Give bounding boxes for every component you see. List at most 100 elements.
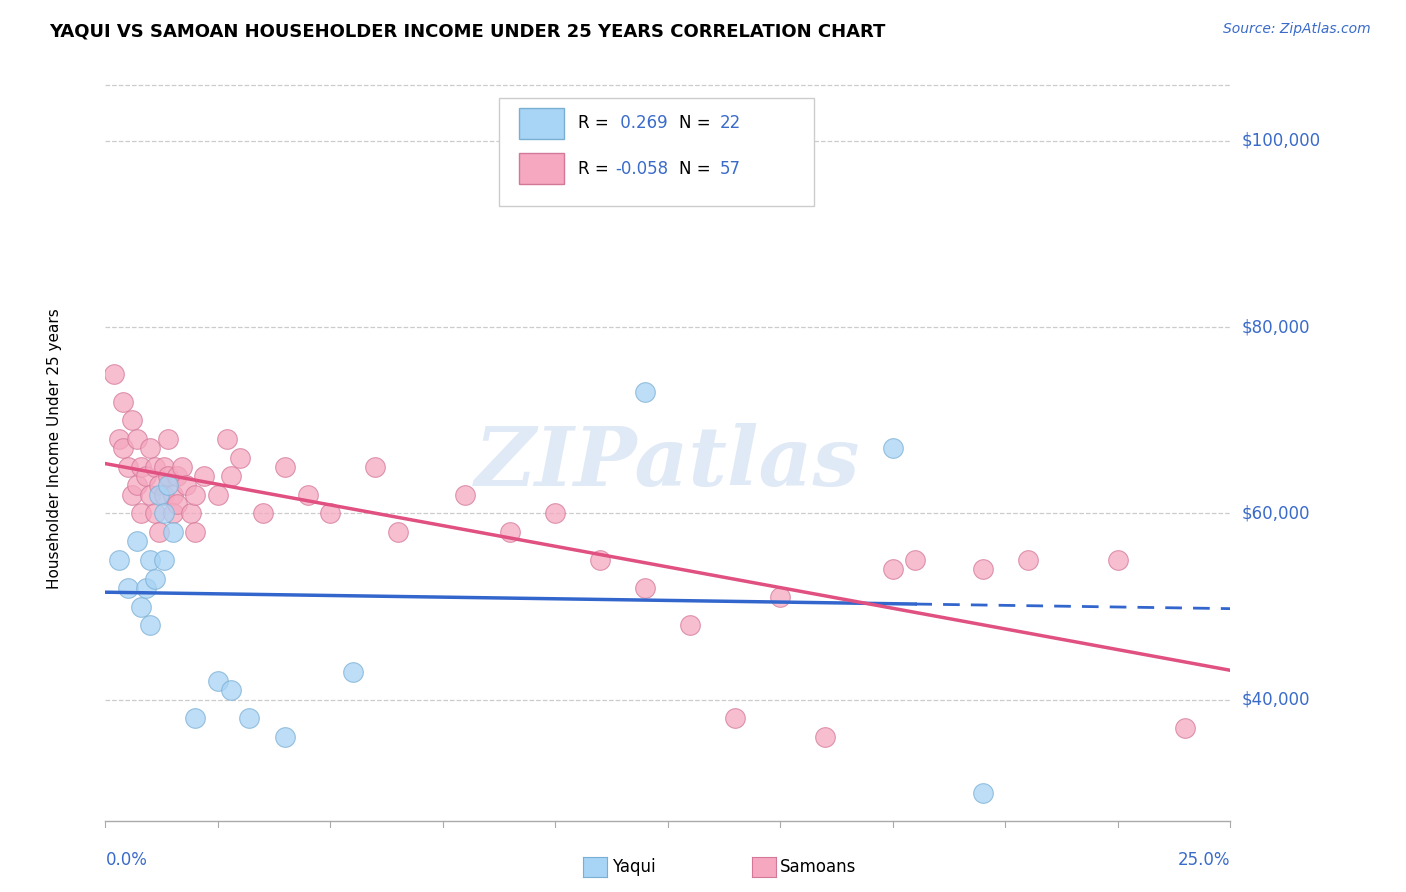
Point: [724, 711, 747, 725]
Point: [121, 413, 143, 427]
Point: [139, 441, 162, 455]
Text: N =: N =: [679, 160, 716, 178]
Text: $60,000: $60,000: [1241, 504, 1310, 523]
Point: [131, 507, 153, 521]
Point: [814, 730, 837, 744]
Point: [125, 478, 148, 492]
Point: [125, 432, 148, 446]
Point: [143, 459, 166, 474]
Text: YAQUI VS SAMOAN HOUSEHOLDER INCOME UNDER 25 YEARS CORRELATION CHART: YAQUI VS SAMOAN HOUSEHOLDER INCOME UNDER…: [49, 22, 886, 40]
Point: [274, 459, 297, 474]
Point: [634, 581, 657, 595]
Point: [103, 367, 125, 381]
Text: N =: N =: [679, 114, 716, 133]
Point: [153, 553, 176, 567]
Point: [153, 488, 176, 502]
Point: [170, 459, 193, 474]
Point: [229, 450, 252, 465]
Point: [117, 581, 139, 595]
Point: [238, 711, 260, 725]
Point: [972, 786, 994, 800]
Point: [162, 524, 184, 539]
Point: [221, 469, 243, 483]
Point: [166, 469, 188, 483]
Point: [143, 507, 166, 521]
Point: [148, 524, 170, 539]
Point: [162, 507, 184, 521]
Point: [184, 524, 207, 539]
Point: [769, 591, 792, 605]
Point: [153, 507, 176, 521]
Text: Samoans: Samoans: [780, 858, 856, 876]
Point: [342, 665, 364, 679]
Point: [184, 488, 207, 502]
Point: [1017, 553, 1039, 567]
Text: $80,000: $80,000: [1241, 318, 1310, 336]
Text: R =: R =: [578, 114, 614, 133]
Point: [112, 441, 135, 455]
Point: [454, 488, 477, 502]
Text: 0.269: 0.269: [614, 114, 668, 133]
Point: [634, 385, 657, 400]
Point: [297, 488, 319, 502]
Point: [135, 581, 157, 595]
Point: [207, 673, 229, 688]
Text: $100,000: $100,000: [1241, 132, 1320, 150]
Point: [112, 394, 135, 409]
Text: R =: R =: [578, 160, 614, 178]
Point: [108, 432, 131, 446]
Point: [544, 507, 567, 521]
Point: [184, 711, 207, 725]
Point: [157, 432, 180, 446]
FancyBboxPatch shape: [519, 153, 564, 184]
Point: [193, 469, 215, 483]
Point: [207, 488, 229, 502]
Text: 57: 57: [720, 160, 741, 178]
Point: [117, 459, 139, 474]
Point: [125, 534, 148, 549]
Point: [153, 459, 176, 474]
Point: [139, 618, 162, 632]
Text: ZIPatlas: ZIPatlas: [475, 423, 860, 503]
Point: [274, 730, 297, 744]
Point: [108, 553, 131, 567]
Point: [387, 524, 409, 539]
Point: [499, 524, 522, 539]
Point: [589, 553, 612, 567]
Point: [176, 478, 198, 492]
Point: [319, 507, 342, 521]
FancyBboxPatch shape: [499, 98, 814, 206]
Point: [157, 469, 180, 483]
Point: [139, 488, 162, 502]
Text: Householder Income Under 25 years: Householder Income Under 25 years: [48, 308, 62, 589]
Point: [121, 488, 143, 502]
Point: [135, 469, 157, 483]
Point: [180, 507, 202, 521]
Point: [1107, 553, 1129, 567]
Point: [148, 478, 170, 492]
Point: [166, 497, 188, 511]
Text: -0.058: -0.058: [614, 160, 668, 178]
Point: [215, 432, 238, 446]
Point: [882, 441, 904, 455]
Text: 22: 22: [720, 114, 741, 133]
Point: [148, 488, 170, 502]
Point: [221, 683, 243, 698]
Point: [252, 507, 274, 521]
Point: [882, 562, 904, 576]
Point: [364, 459, 387, 474]
Text: 25.0%: 25.0%: [1178, 851, 1230, 869]
Point: [143, 572, 166, 586]
Point: [904, 553, 927, 567]
Point: [157, 478, 180, 492]
Text: Source: ZipAtlas.com: Source: ZipAtlas.com: [1223, 22, 1371, 37]
Point: [131, 599, 153, 614]
Text: Yaqui: Yaqui: [612, 858, 655, 876]
Point: [139, 553, 162, 567]
Point: [131, 459, 153, 474]
Text: $40,000: $40,000: [1241, 690, 1310, 708]
Point: [162, 488, 184, 502]
Point: [1174, 721, 1197, 735]
Point: [972, 562, 994, 576]
FancyBboxPatch shape: [519, 108, 564, 139]
